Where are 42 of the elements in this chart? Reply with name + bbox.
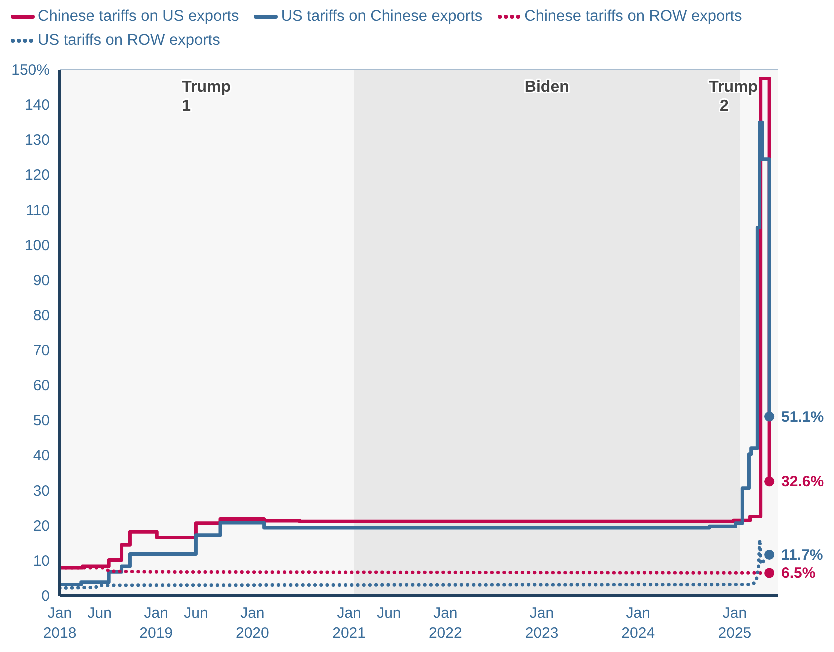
point bbox=[764, 412, 775, 422]
y-tick-label: 130 bbox=[24, 132, 50, 150]
y-tick-label: 110 bbox=[26, 202, 50, 220]
y-tick-label: 20 bbox=[33, 518, 50, 535]
legend-label: US tariffs on Chinese exports bbox=[280, 8, 483, 26]
x-tick-label: Jan 2020 bbox=[236, 605, 270, 642]
x-tick-label: Jan 2022 bbox=[428, 605, 462, 642]
y-tick-label: 0 bbox=[42, 588, 50, 605]
band-label: Trump 1 bbox=[182, 79, 232, 115]
data-label: 32.6% bbox=[782, 474, 824, 491]
legend-label: US tariffs on ROW exports bbox=[37, 32, 220, 50]
x-tick-label: Jan 2021 bbox=[332, 605, 366, 642]
band-label: Biden bbox=[524, 79, 570, 96]
x-tick-label: Jan 2023 bbox=[525, 605, 559, 642]
x-tick-label: Jun bbox=[377, 605, 402, 622]
y-tick-label: 150% bbox=[12, 62, 50, 79]
point bbox=[764, 550, 775, 560]
y-tick-label: 10 bbox=[33, 552, 50, 570]
y-tick-label: 120 bbox=[24, 167, 50, 184]
x-tick-label: Jan 2025 bbox=[718, 605, 752, 642]
legend-label: Chinese tariffs on ROW exports bbox=[524, 8, 742, 26]
data-label: 6.5% bbox=[782, 565, 816, 582]
point bbox=[764, 476, 775, 487]
y-tick-label: 40 bbox=[33, 448, 50, 465]
y-tick-label: 80 bbox=[33, 307, 50, 324]
x-tick-label: Jan 2019 bbox=[140, 605, 174, 642]
y-tick-label: 100 bbox=[24, 237, 50, 254]
x-tick-label: Jan 2024 bbox=[622, 605, 656, 642]
x-tick-label: Jan 2018 bbox=[43, 605, 77, 642]
y-tick-label: 90 bbox=[33, 272, 50, 290]
data-label: 11.7% bbox=[782, 546, 824, 564]
x-tick-label: Jun bbox=[184, 605, 208, 622]
y-tick-label: 140 bbox=[24, 97, 50, 114]
y-tick-label: 70 bbox=[33, 342, 50, 360]
y-tick-label: 30 bbox=[33, 482, 50, 500]
point bbox=[764, 568, 775, 578]
x-tick-label: Jun bbox=[88, 605, 112, 622]
y-tick-label: 50 bbox=[33, 412, 50, 430]
data-label: 51.1% bbox=[782, 408, 824, 426]
y-tick-label: 60 bbox=[33, 378, 50, 395]
band-label: Trump 2 bbox=[709, 79, 758, 115]
legend-label: Chinese tariffs on US exports bbox=[37, 8, 240, 26]
